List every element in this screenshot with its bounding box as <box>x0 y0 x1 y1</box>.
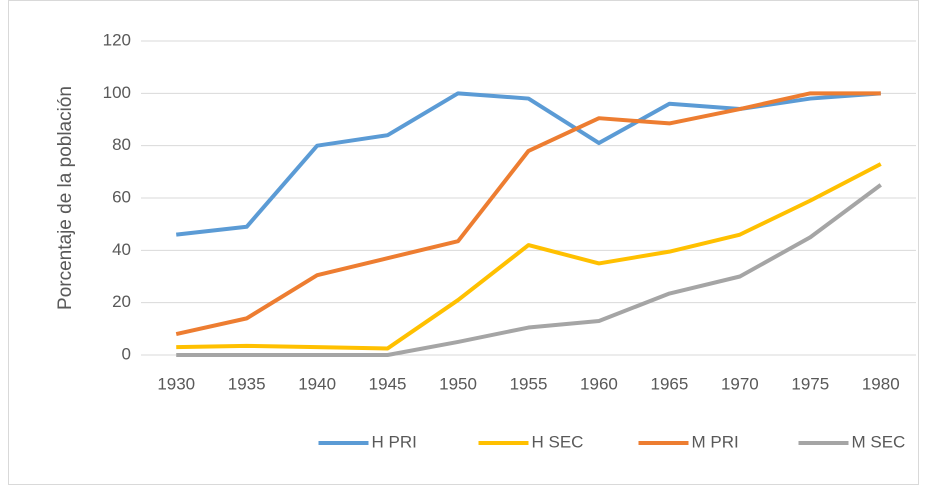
line-series <box>176 162 882 351</box>
y-tick-label: 40 <box>112 240 131 259</box>
chart-frame <box>8 0 919 485</box>
legend-label: M SEC <box>852 432 906 451</box>
x-tick-label: 1975 <box>791 374 829 393</box>
line-series <box>176 183 882 357</box>
x-tick-label: 1930 <box>157 374 195 393</box>
x-tick-label: 1940 <box>298 374 336 393</box>
x-tick-label: 1950 <box>439 374 477 393</box>
y-tick-label: 20 <box>112 292 131 311</box>
y-tick-label: 80 <box>112 135 131 154</box>
legend-label: M PRI <box>692 432 739 451</box>
x-tick-label: 1970 <box>721 374 759 393</box>
y-tick-label: 100 <box>103 83 131 102</box>
line-series <box>175 91 881 337</box>
x-tick-label: 1955 <box>510 374 548 393</box>
x-tick-label: 1945 <box>369 374 407 393</box>
x-tick-label: 1935 <box>228 374 266 393</box>
y-axis-label: Porcentaje de la población <box>55 86 76 310</box>
y-tick-label: 0 <box>122 344 131 363</box>
y-tick-label: 120 <box>103 30 131 49</box>
y-tick-label: 60 <box>112 187 131 206</box>
legend-label: H SEC <box>532 432 584 451</box>
x-tick-label: 1965 <box>650 374 688 393</box>
legend-label: H PRI <box>372 432 417 451</box>
x-tick-label: 1960 <box>580 374 618 393</box>
x-tick-label: 1980 <box>862 374 900 393</box>
